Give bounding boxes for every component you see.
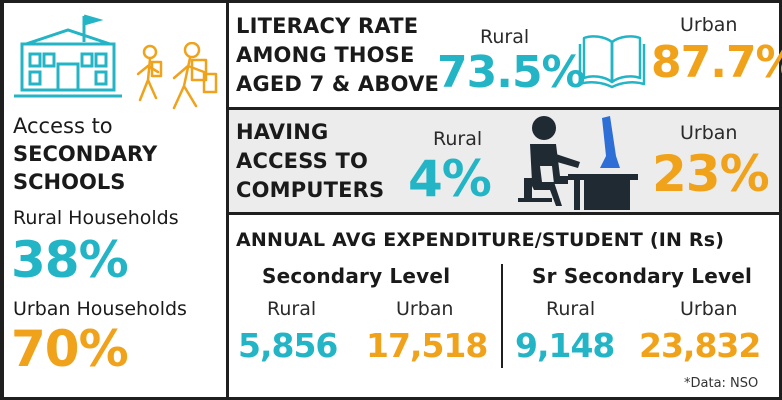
secondary-rural-label: Rural (267, 298, 317, 320)
schools-rural-label: Rural Households (13, 207, 179, 229)
literacy-heading-line3: AGED 7 & ABOVE (236, 72, 440, 96)
secondary-urban-value: 17,518 (366, 326, 488, 365)
expenditure-heading: ANNUAL AVG EXPENDITURE/STUDENT (IN Rs) (236, 229, 725, 251)
literacy-rural-label: Rural (480, 26, 530, 48)
schools-urban-value: 70% (11, 320, 129, 378)
literacy-urban-value: 87.7% (651, 37, 782, 88)
secondary-rural-value: 5,856 (238, 326, 338, 365)
person-at-computer-icon (518, 116, 638, 210)
computers-heading-line2: ACCESS TO (236, 149, 369, 173)
literacy-rural-value: 73.5% (437, 47, 586, 98)
literacy-heading-line1: LITERACY RATE (236, 14, 419, 38)
schools-urban-label: Urban Households (13, 298, 187, 320)
computers-heading-line3: COMPUTERS (236, 178, 385, 202)
literacy-heading-line2: AMONG THOSE (236, 43, 415, 67)
literacy-urban-label: Urban (680, 14, 738, 36)
computers-rural-label: Rural (433, 128, 483, 150)
computers-heading-line1: HAVING (236, 120, 329, 144)
secondary-level-title: Secondary Level (262, 264, 451, 288)
sr-secondary-urban-value: 23,832 (639, 326, 761, 365)
computers-urban-value: 23% (652, 145, 770, 203)
panel-divider (226, 0, 229, 400)
frame-left (0, 0, 4, 400)
open-book-icon (578, 35, 646, 89)
computers-rural-value: 4% (408, 150, 492, 208)
schools-title-line3: SCHOOLS (13, 170, 126, 194)
computers-urban-label: Urban (680, 122, 738, 144)
row-divider-2 (226, 212, 782, 215)
sr-secondary-level-title: Sr Secondary Level (532, 264, 753, 288)
secondary-urban-label: Urban (396, 298, 454, 320)
walking-children-icon (136, 42, 218, 110)
sr-secondary-urban-label: Urban (680, 298, 738, 320)
data-source-footnote: *Data: NSO (684, 376, 759, 391)
frame-top (0, 0, 782, 3)
sr-secondary-rural-value: 9,148 (515, 326, 615, 365)
row-divider-1 (226, 107, 782, 110)
schools-title-line1: Access to (13, 114, 113, 138)
frame-bottom (0, 397, 782, 400)
sr-secondary-rural-label: Rural (546, 298, 596, 320)
frame-right (779, 0, 782, 400)
schools-rural-value: 38% (11, 231, 129, 289)
schools-title-line2: SECONDARY (13, 142, 158, 166)
computers-band (228, 109, 782, 213)
column-divider (501, 264, 503, 368)
school-building-icon (14, 14, 122, 98)
